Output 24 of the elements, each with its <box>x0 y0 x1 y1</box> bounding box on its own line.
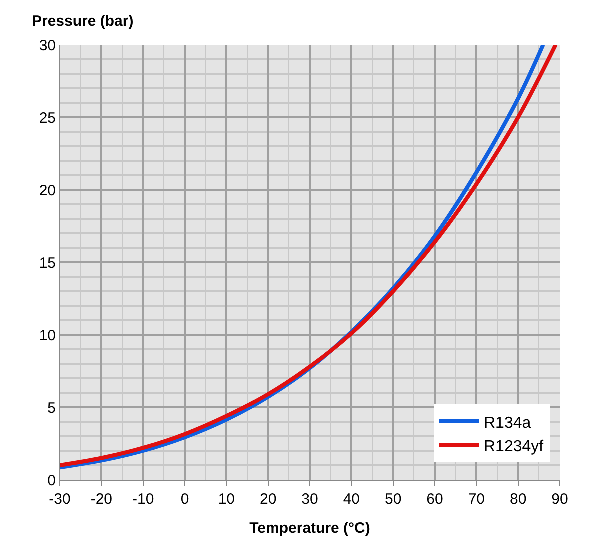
y-axis-title: Pressure (bar) <box>32 13 134 30</box>
x-tick-label: 60 <box>426 491 444 508</box>
legend-label: R134a <box>484 414 532 432</box>
x-tick-label: 30 <box>302 491 318 508</box>
x-tick-label: 50 <box>384 491 402 508</box>
x-tick-label: 90 <box>552 491 568 508</box>
x-tick-label: -20 <box>90 491 113 508</box>
y-tick-label: 15 <box>39 254 56 272</box>
y-tick-label: 20 <box>39 182 56 200</box>
x-tick-label: -10 <box>132 491 154 508</box>
x-tick-label: 10 <box>218 491 236 508</box>
y-tick-label: 0 <box>48 472 56 490</box>
x-tick-label: 80 <box>510 491 527 508</box>
x-tick-label: 20 <box>260 491 277 508</box>
x-tick-label: 0 <box>180 491 190 508</box>
y-tick-label: 25 <box>39 110 56 127</box>
x-tick-label: 70 <box>468 491 486 508</box>
y-tick-label: 30 <box>39 37 56 54</box>
x-tick-label: -30 <box>49 491 71 508</box>
x-axis-title: Temperature (°C) <box>250 520 370 537</box>
y-tick-label: 5 <box>48 400 56 417</box>
y-tick-label: 10 <box>39 327 56 344</box>
legend-label: R1234yf <box>484 438 544 456</box>
x-tick-label: 40 <box>343 491 360 508</box>
